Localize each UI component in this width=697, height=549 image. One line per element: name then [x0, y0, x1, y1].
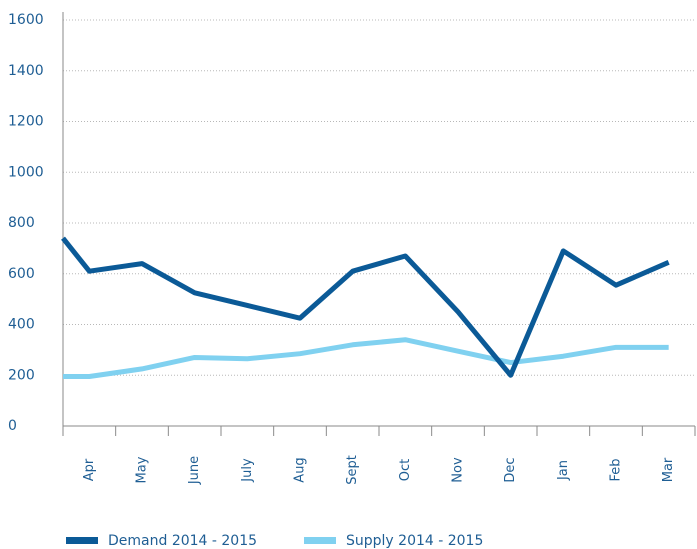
legend-label: Demand 2014 - 2015 — [108, 533, 257, 549]
y-tick-label: 400 — [8, 317, 35, 333]
x-tick-label: Mar — [661, 457, 676, 482]
y-tick-label: 800 — [8, 215, 35, 231]
x-tick-label: Dec — [503, 457, 518, 482]
x-tick-label: June — [187, 456, 202, 485]
x-tick-label: Sept — [345, 455, 360, 485]
y-tick-label: 600 — [8, 266, 35, 282]
x-tick-label: Oct — [398, 459, 413, 481]
x-tick-label: Apr — [82, 458, 97, 481]
legend-label: Supply 2014 - 2015 — [346, 533, 483, 549]
x-tick-label: July — [240, 458, 255, 483]
y-tick-label: 200 — [8, 367, 35, 383]
x-tick-label: May — [135, 456, 150, 483]
legend-swatch — [304, 537, 336, 544]
series-line — [63, 337, 669, 380]
x-tick-label: Aug — [293, 457, 308, 482]
y-tick-label: 1400 — [8, 63, 44, 79]
x-tick-label: Feb — [609, 458, 624, 481]
y-tick-label: 0 — [8, 418, 17, 434]
y-tick-label: 1600 — [8, 12, 44, 28]
legend-swatch — [66, 537, 98, 544]
x-tick-label: Jan — [556, 460, 571, 481]
x-tick-label: Nov — [451, 457, 466, 483]
y-tick-label: 1000 — [8, 164, 44, 180]
y-tick-label: 1200 — [8, 114, 44, 130]
series-line — [61, 236, 670, 378]
